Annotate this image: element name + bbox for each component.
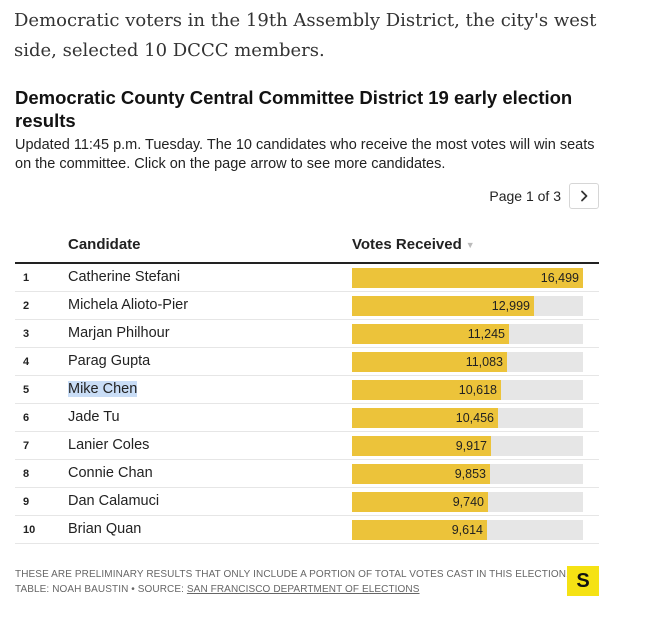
vote-bar-track: 12,999 <box>352 296 583 316</box>
sort-down-icon: ▼ <box>465 240 475 250</box>
vote-bar <box>352 352 507 372</box>
vote-bar <box>352 464 490 484</box>
vote-bar-track: 9,917 <box>352 436 583 456</box>
vote-bar-track: 10,456 <box>352 408 583 428</box>
table-body: 1 Catherine Stefani 16,499 2 Michela Alioto-… <box>15 264 599 544</box>
table-row: 6 Jade Tu 10,456 <box>15 404 599 432</box>
page-indicator: Page 1 of 3 <box>489 188 561 204</box>
intro-text: Democratic voters in the 19th Assembly D… <box>14 10 597 61</box>
table-row: 7 Lanier Coles 9,917 <box>15 432 599 460</box>
vote-count: 9,853 <box>454 467 486 481</box>
table-row: 5 Mike Chen 10,618 <box>15 376 599 404</box>
vote-bar <box>352 520 487 540</box>
vote-bar <box>352 492 488 512</box>
vote-bar-track: 11,245 <box>352 324 583 344</box>
vote-count: 12,999 <box>491 299 530 313</box>
candidate-name: Brian Quan <box>68 521 142 537</box>
rank-cell: 4 <box>23 356 30 368</box>
footer-credit-line: Table: Noah Baustin • Source: San Franci… <box>15 582 575 597</box>
rank-cell: 6 <box>23 412 30 424</box>
candidate-name: Dan Calamuci <box>68 493 160 509</box>
vote-bar <box>352 436 491 456</box>
results-table: Candidate Votes Received ▼ 1 Catherine Ste… <box>15 232 599 544</box>
rank-cell: 2 <box>23 300 30 312</box>
candidate-name: Jade Tu <box>68 409 120 425</box>
table-row: 4 Parag Gupta 11,083 <box>15 348 599 376</box>
candidate-name: Parag Gupta <box>68 353 151 369</box>
vote-bar <box>352 296 534 316</box>
logo: S <box>567 566 599 596</box>
vote-bar <box>352 408 498 428</box>
footer-credit: Table: Noah Baustin • Source: <box>15 584 187 595</box>
vote-bar <box>352 324 509 344</box>
table-footer: These are preliminary results that only … <box>15 567 575 597</box>
vote-count: 10,456 <box>455 411 494 425</box>
candidate-name: Marjan Philhour <box>68 325 170 341</box>
rank-cell: 9 <box>23 496 30 508</box>
table-row: 8 Connie Chan 9,853 <box>15 460 599 488</box>
table-header: Candidate Votes Received ▼ <box>15 232 599 264</box>
table-row: 9 Dan Calamuci 9,740 <box>15 488 599 516</box>
source-link[interactable]: San Francisco Department of Elections <box>186 584 420 595</box>
vote-bar-track: 16,499 <box>352 268 583 288</box>
vote-bar-track: 9,614 <box>352 520 583 540</box>
rank-cell: 1 <box>23 272 30 284</box>
table-row: 10 Brian Quan 9,614 <box>15 516 599 544</box>
table-row: 1 Catherine Stefani 16,499 <box>15 264 599 292</box>
candidate-name: Lanier Coles <box>68 437 150 453</box>
vote-bar-track: 9,740 <box>352 492 583 512</box>
vote-count: 9,740 <box>452 495 484 509</box>
rank-cell: 5 <box>23 384 30 396</box>
vote-count: 16,499 <box>540 271 579 285</box>
rank-cell: 3 <box>23 328 30 340</box>
vote-count: 11,083 <box>465 355 503 369</box>
vote-bar-track: 10,618 <box>352 380 583 400</box>
candidate-name: Mike Chen <box>68 381 138 397</box>
table-title: Democratic County Central Committee Dist… <box>15 87 573 131</box>
vote-count: 11,245 <box>467 327 505 341</box>
footer-note: These are preliminary results that only … <box>15 569 569 580</box>
chevron-right-icon <box>581 190 588 202</box>
candidate-name: Connie Chan <box>68 465 153 481</box>
vote-bar <box>352 380 501 400</box>
candidate-name: Michela Alioto-Pier <box>68 297 189 313</box>
next-page-button[interactable] <box>569 183 599 209</box>
vote-bar-track: 9,853 <box>352 464 583 484</box>
table-row: 2 Michela Alioto-Pier 12,999 <box>15 292 599 320</box>
candidate-name: Catherine Stefani <box>68 269 181 285</box>
votes-column-header[interactable]: Votes Received ▼ <box>352 236 475 253</box>
rank-cell: 7 <box>23 440 30 452</box>
rank-cell: 8 <box>23 468 30 480</box>
pagination: Page 1 of 3 <box>489 183 599 209</box>
vote-count: 9,614 <box>451 523 483 537</box>
candidate-column-header[interactable]: Candidate <box>68 236 141 253</box>
vote-bar <box>352 268 583 288</box>
table-row: 3 Marjan Philhour 11,245 <box>15 320 599 348</box>
rank-cell: 10 <box>23 524 36 536</box>
votes-header-label: Votes Received <box>352 236 462 253</box>
vote-bar-track: 11,083 <box>352 352 583 372</box>
vote-count: 9,917 <box>455 439 487 453</box>
table-subtitle: Updated 11:45 p.m. Tuesday. The 10 candi… <box>15 137 595 172</box>
vote-count: 10,618 <box>458 383 497 397</box>
